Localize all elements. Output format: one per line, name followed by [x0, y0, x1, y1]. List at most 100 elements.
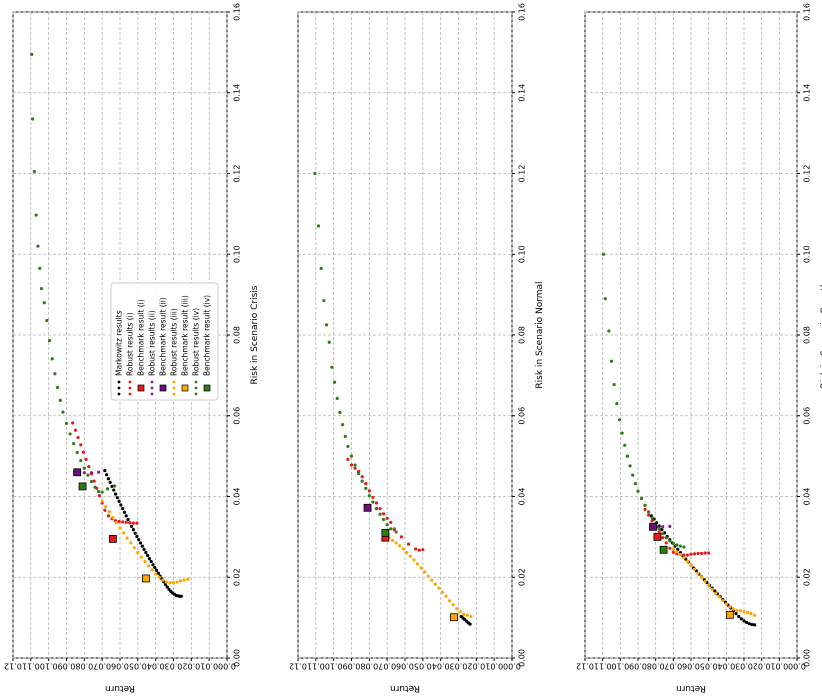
- y-tick-label: 0.06: [233, 407, 242, 425]
- y-tick-label: 0.10: [803, 245, 812, 263]
- point-robust-results-iv-: [374, 507, 379, 511]
- point-robust-results-iii-: [682, 556, 686, 560]
- point-robust-results-iii-: [707, 583, 711, 587]
- point-robust-results-iii-: [164, 580, 168, 584]
- point-markowitz-results: [108, 480, 112, 484]
- point-extra: [30, 52, 34, 56]
- point-markowitz-results: [156, 571, 160, 575]
- point-robust-results-iv-: [330, 365, 334, 369]
- point-robust-results-iv-: [338, 410, 342, 415]
- point-robust-results-i-: [73, 428, 78, 432]
- point-robust-results-iv-: [34, 213, 38, 217]
- legend-entry: Benchmark result (ii): [159, 297, 168, 392]
- y-tick-label: 0.02: [233, 568, 242, 586]
- point-markowitz-results: [146, 553, 150, 558]
- chart-panel-growth: 0.12 0.11 0.10 0.09 0.08 0.07 0.06 0.05 0.04 0.03…: [576, 3, 822, 693]
- point-robust-results-iii-: [451, 603, 455, 607]
- point-robust-results-iii-: [685, 559, 690, 564]
- x-tick-label: 0.09: [629, 662, 647, 671]
- x-tick-label: 0.06: [682, 662, 700, 671]
- point-robust-results-iv-: [38, 266, 42, 270]
- y-tick-label: 0.00: [233, 649, 242, 667]
- point-robust-results-i-: [650, 519, 654, 523]
- y-tick-label: 0.08: [803, 326, 812, 344]
- point-robust-results-i-: [71, 421, 75, 425]
- point-robust-results-i-: [696, 551, 700, 556]
- point-robust-results-iv-: [105, 487, 110, 491]
- point-robust-results-iv-: [55, 385, 60, 390]
- y-tick-label: 0.12: [518, 165, 527, 183]
- point-robust-results-iv-: [636, 489, 640, 493]
- point-robust-results-iv-: [364, 486, 368, 491]
- y-tick-label: 0.08: [233, 326, 242, 344]
- x-tick-label: 0.08: [75, 662, 93, 671]
- legend-entry: Robust results (iii): [170, 308, 179, 396]
- point-robust-results-i-: [92, 479, 96, 483]
- point-markowitz-results: [124, 514, 128, 518]
- x-tick-label: 0.05: [129, 662, 147, 671]
- point-robust-results-iv-: [346, 444, 350, 449]
- point-robust-results-iv-: [50, 357, 54, 361]
- point-robust-results-iv-: [72, 442, 76, 446]
- legend-label: Benchmark result (ii): [159, 297, 168, 376]
- point-robust-results-iv-: [340, 423, 345, 427]
- y-tick-label: 0.16: [803, 3, 812, 21]
- point-robust-results-ii-: [668, 524, 672, 528]
- y-tick-label: 0.14: [233, 84, 242, 102]
- y-tick-label: 0.14: [518, 84, 527, 102]
- point-robust-results-iv-: [675, 543, 679, 547]
- point-markowitz-results: [129, 524, 134, 528]
- point-markowitz-results: [117, 499, 121, 503]
- point-markowitz-results: [750, 622, 754, 627]
- point-robust-results-i-: [661, 536, 665, 540]
- x-tick-label: 0.09: [58, 662, 76, 671]
- point-extra: [313, 171, 317, 176]
- point-markowitz-results: [126, 517, 130, 522]
- x-tick-label: 0.01: [200, 662, 218, 671]
- marker-benchmark-result-ii-: [73, 468, 82, 477]
- point-extra: [603, 297, 607, 301]
- x-tick-label: 0.10: [40, 662, 58, 671]
- point-markowitz-results: [737, 614, 741, 619]
- x-tick-label: 0.12: [576, 662, 594, 671]
- legend-entry: Benchmark result (i): [137, 299, 146, 392]
- point-robust-results-iii-: [186, 577, 190, 581]
- marker-benchmark-result-iii-: [141, 574, 150, 583]
- point-markowitz-results: [119, 503, 123, 507]
- x-tick-label: 0.12: [289, 662, 307, 671]
- legend-marker: [137, 384, 145, 392]
- y-tick-label: 0.12: [803, 165, 812, 183]
- point-robust-results-iii-: [458, 609, 462, 614]
- marker-benchmark-result-i-: [108, 534, 117, 543]
- point-robust-results-ii-: [661, 525, 665, 529]
- point-robust-results-i-: [417, 548, 421, 552]
- x-tick-label: 0.01: [485, 662, 503, 671]
- x-tick-label: 0.05: [700, 662, 718, 671]
- x-tick-label: 0.10: [325, 662, 343, 671]
- point-robust-results-i-: [364, 481, 368, 486]
- point-robust-results-i-: [421, 548, 425, 552]
- point-robust-results-iii-: [143, 559, 147, 564]
- point-markowitz-results: [149, 559, 153, 564]
- point-robust-results-iii-: [412, 558, 416, 562]
- point-robust-results-iv-: [97, 490, 101, 494]
- point-robust-results-iii-: [675, 550, 679, 554]
- point-robust-results-iii-: [129, 541, 133, 545]
- y-tick-label: 0.16: [518, 3, 527, 21]
- legend-label: Robust results (ii): [148, 310, 157, 376]
- legend-entry: Benchmark result (iii): [181, 295, 190, 392]
- point-robust-results-iv-: [79, 458, 83, 463]
- y-tick-label: 0.02: [518, 568, 527, 586]
- y-tick-label: 0.04: [803, 488, 812, 506]
- point-markowitz-results: [110, 484, 114, 489]
- point-robust-results-iv-: [633, 481, 637, 486]
- point-robust-results-iii-: [749, 611, 753, 616]
- point-robust-results-iv-: [316, 224, 321, 228]
- point-markowitz-results: [135, 534, 139, 539]
- point-markowitz-results: [144, 551, 148, 555]
- point-robust-results-i-: [689, 552, 693, 556]
- point-markowitz-results: [660, 528, 664, 532]
- point-robust-results-i-: [374, 501, 379, 505]
- point-robust-results-iv-: [39, 286, 44, 291]
- point-robust-results-iii-: [168, 581, 172, 585]
